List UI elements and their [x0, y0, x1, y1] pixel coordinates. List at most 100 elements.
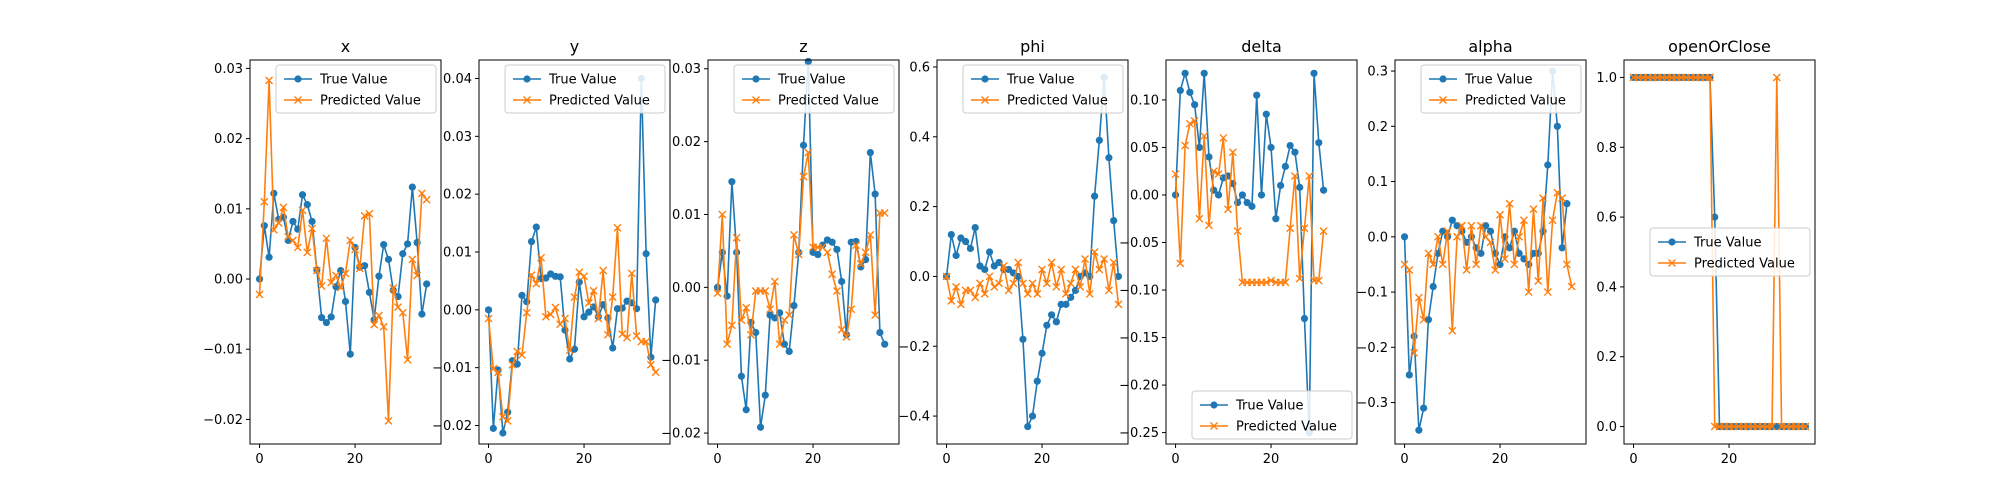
- legend-box: [504, 64, 666, 114]
- data-point: [1085, 289, 1094, 298]
- data-point: [1028, 412, 1037, 420]
- data-point: [1305, 171, 1314, 180]
- data-point: [1296, 183, 1304, 191]
- data-point: [838, 277, 846, 286]
- data-point: [966, 244, 975, 253]
- data-point: [632, 331, 641, 340]
- axes-frame: [478, 59, 671, 445]
- y-tick-label: 0.0: [1596, 420, 1617, 435]
- x-tick-label: 20: [347, 452, 364, 467]
- y-tick-label: −0.3: [1356, 396, 1388, 411]
- data-point: [1467, 233, 1475, 241]
- data-point: [799, 141, 808, 149]
- data-point: [284, 232, 293, 241]
- data-point: [298, 206, 307, 215]
- data-point: [1510, 260, 1519, 269]
- y-tick-label: 0.03: [214, 62, 243, 77]
- data-point: [1090, 248, 1099, 256]
- y-tick-label: 0.00: [672, 281, 701, 296]
- y-tick-label: 1.0: [1596, 71, 1617, 86]
- data-point: [1185, 119, 1194, 128]
- data-point: [370, 320, 379, 329]
- data-point: [856, 260, 865, 269]
- data-point: [1768, 422, 1777, 431]
- data-point: [652, 296, 660, 304]
- data-point: [627, 269, 636, 278]
- data-point: [1506, 244, 1514, 252]
- data-point: [794, 250, 803, 259]
- data-point: [1233, 227, 1242, 236]
- series-line: [487, 227, 657, 423]
- data-point: [1310, 69, 1318, 77]
- data-point: [608, 293, 617, 302]
- legend-label: Predicted Value: [1236, 420, 1337, 435]
- y-tick-label: −0.2: [1356, 341, 1388, 356]
- data-point: [484, 314, 493, 323]
- data-point: [1453, 232, 1462, 241]
- data-point: [398, 308, 407, 317]
- y-tick-label: 0.0: [909, 270, 930, 285]
- data-point: [1052, 318, 1060, 326]
- data-point: [1419, 315, 1428, 324]
- series-line: [1174, 119, 1325, 284]
- data-point: [1553, 122, 1561, 130]
- data-point: [1438, 260, 1447, 269]
- legend-label: Predicted Value: [320, 94, 421, 109]
- data-point: [1267, 143, 1275, 152]
- y-tick-label: 0.01: [443, 246, 472, 261]
- series-true-value: [1171, 69, 1328, 437]
- data-point: [718, 210, 727, 219]
- data-point: [1429, 260, 1438, 269]
- data-point: [804, 57, 812, 66]
- data-point: [814, 250, 822, 259]
- data-point: [270, 189, 278, 197]
- data-point: [952, 282, 961, 291]
- data-point: [1038, 265, 1047, 274]
- legend-marker: [1668, 238, 1676, 246]
- legend-box: [275, 64, 437, 114]
- data-point: [1405, 371, 1413, 379]
- data-point: [1043, 321, 1051, 329]
- data-point: [771, 314, 779, 322]
- legend-marker: [294, 75, 302, 83]
- data-point: [1047, 258, 1056, 267]
- legend-label: True Value: [1693, 236, 1761, 251]
- data-point: [1009, 279, 1018, 288]
- data-point: [580, 272, 589, 281]
- legend: True Value Predicted Value: [1649, 227, 1811, 277]
- data-point: [876, 328, 884, 337]
- data-point: [1238, 191, 1246, 199]
- data-point: [537, 253, 546, 262]
- data-point: [389, 284, 398, 293]
- data-point: [489, 364, 498, 373]
- x-tick-label: 20: [576, 452, 593, 467]
- legend-label: True Value: [1464, 73, 1532, 88]
- data-point: [832, 286, 841, 295]
- data-point: [1277, 181, 1285, 190]
- data-point: [1181, 69, 1189, 77]
- y-tick-label: 0.0: [1367, 230, 1388, 245]
- data-point: [1315, 139, 1323, 147]
- subplot-title: phi: [1020, 37, 1045, 56]
- data-point: [789, 230, 798, 239]
- data-point: [288, 236, 297, 245]
- legend-marker: [1210, 401, 1218, 409]
- data-point: [956, 300, 965, 309]
- data-point: [1486, 238, 1495, 247]
- data-point: [584, 298, 593, 307]
- data-point: [532, 279, 541, 288]
- data-point: [966, 286, 975, 295]
- data-point: [1415, 426, 1423, 434]
- data-point: [361, 262, 369, 270]
- data-point: [737, 316, 746, 325]
- data-point: [1066, 279, 1075, 288]
- legend-label: True Value: [548, 73, 616, 88]
- legend-marker: [752, 96, 760, 104]
- data-point: [289, 217, 297, 226]
- legend: True Value Predicted Value: [733, 64, 895, 114]
- data-point: [746, 330, 755, 339]
- legend-marker: [523, 75, 531, 83]
- y-tick-label: 0.02: [214, 132, 243, 147]
- y-tick-label: −0.1: [1356, 286, 1388, 301]
- data-point: [1291, 148, 1299, 156]
